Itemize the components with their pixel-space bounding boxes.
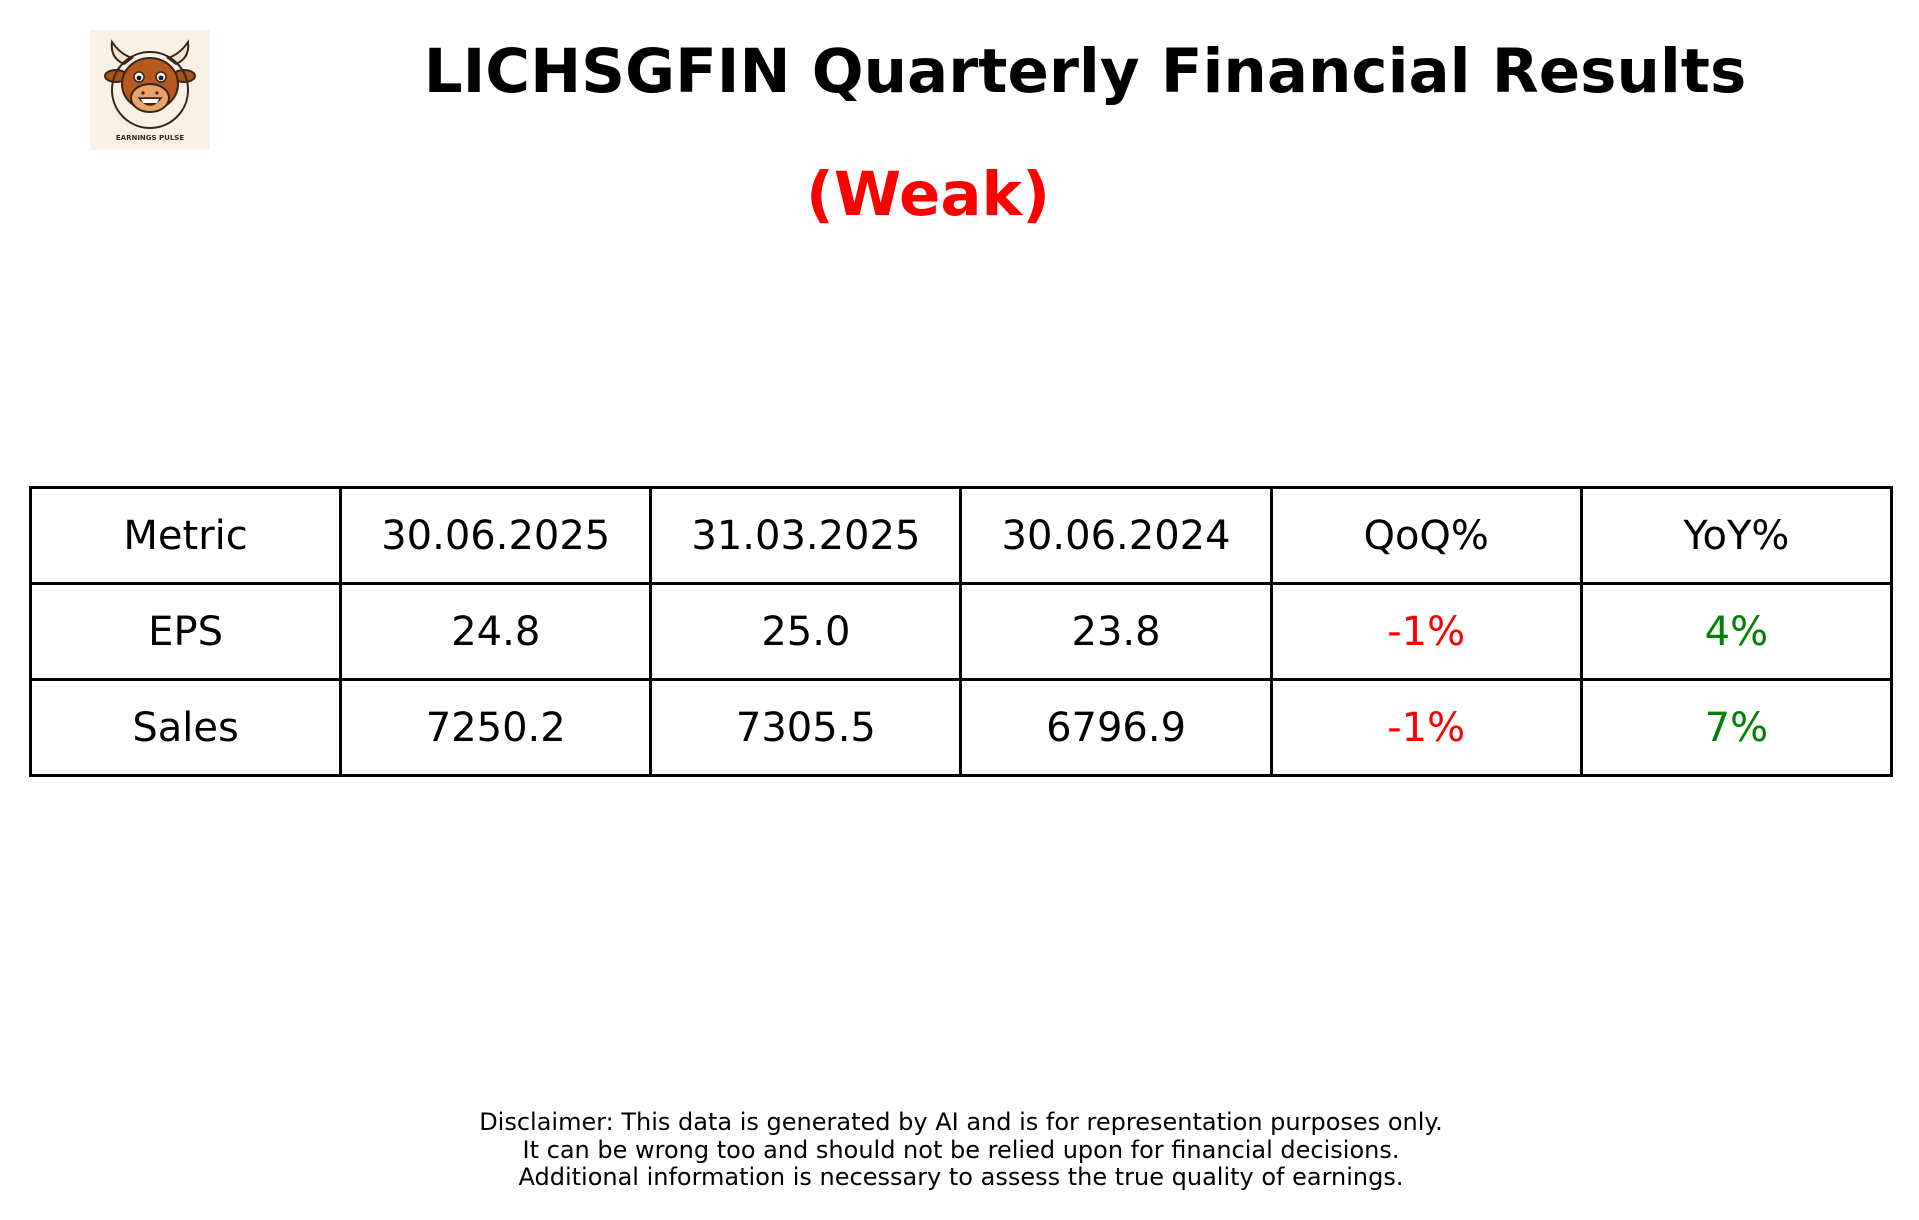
- disclaimer: Disclaimer: This data is generated by AI…: [0, 1108, 1919, 1192]
- column-header-metric: Metric: [28, 486, 343, 585]
- results-table: Metric 30.06.2025 31.03.2025 30.06.2024 …: [28, 486, 1894, 777]
- logo: EARNINGS PULSE: [90, 30, 210, 150]
- table-cell: -1%: [1269, 678, 1583, 777]
- table-cell: 7250.2: [339, 678, 653, 777]
- table-cell: 24.8: [339, 582, 653, 681]
- table-cell: EPS: [28, 582, 343, 681]
- table-cell: 4%: [1579, 582, 1894, 681]
- column-header-year-ago-quarter: 30.06.2024: [959, 486, 1273, 585]
- logo-text: EARNINGS PULSE: [116, 134, 184, 142]
- disclaimer-line: Additional information is necessary to a…: [518, 1163, 1404, 1191]
- column-header-previous-quarter: 31.03.2025: [649, 486, 963, 585]
- rating-label: (Weak): [806, 159, 1050, 230]
- table-cell: 23.8: [959, 582, 1273, 681]
- column-header-qoq: QoQ%: [1269, 486, 1583, 585]
- table-cell: 25.0: [649, 582, 963, 681]
- table-row-eps: EPS 24.8 25.0 23.8 -1% 4%: [28, 582, 1894, 681]
- table-cell: 7%: [1579, 678, 1894, 777]
- bull-mascot-icon: EARNINGS PULSE: [104, 39, 196, 142]
- table-cell: 6796.9: [959, 678, 1273, 777]
- disclaimer-line: Disclaimer: This data is generated by AI…: [479, 1108, 1443, 1136]
- disclaimer-line: It can be wrong too and should not be re…: [522, 1135, 1400, 1164]
- page-title: LICHSGFIN Quarterly Financial Results: [423, 36, 1747, 107]
- column-header-yoy: YoY%: [1579, 486, 1894, 585]
- table-cell: -1%: [1269, 582, 1583, 681]
- table-header-row: Metric 30.06.2025 31.03.2025 30.06.2024 …: [28, 486, 1894, 585]
- column-header-current-quarter: 30.06.2025: [339, 486, 653, 585]
- table-cell: Sales: [28, 678, 343, 777]
- table-cell: 7305.5: [649, 678, 963, 777]
- table-row-sales: Sales 7250.2 7305.5 6796.9 -1% 7%: [28, 678, 1894, 777]
